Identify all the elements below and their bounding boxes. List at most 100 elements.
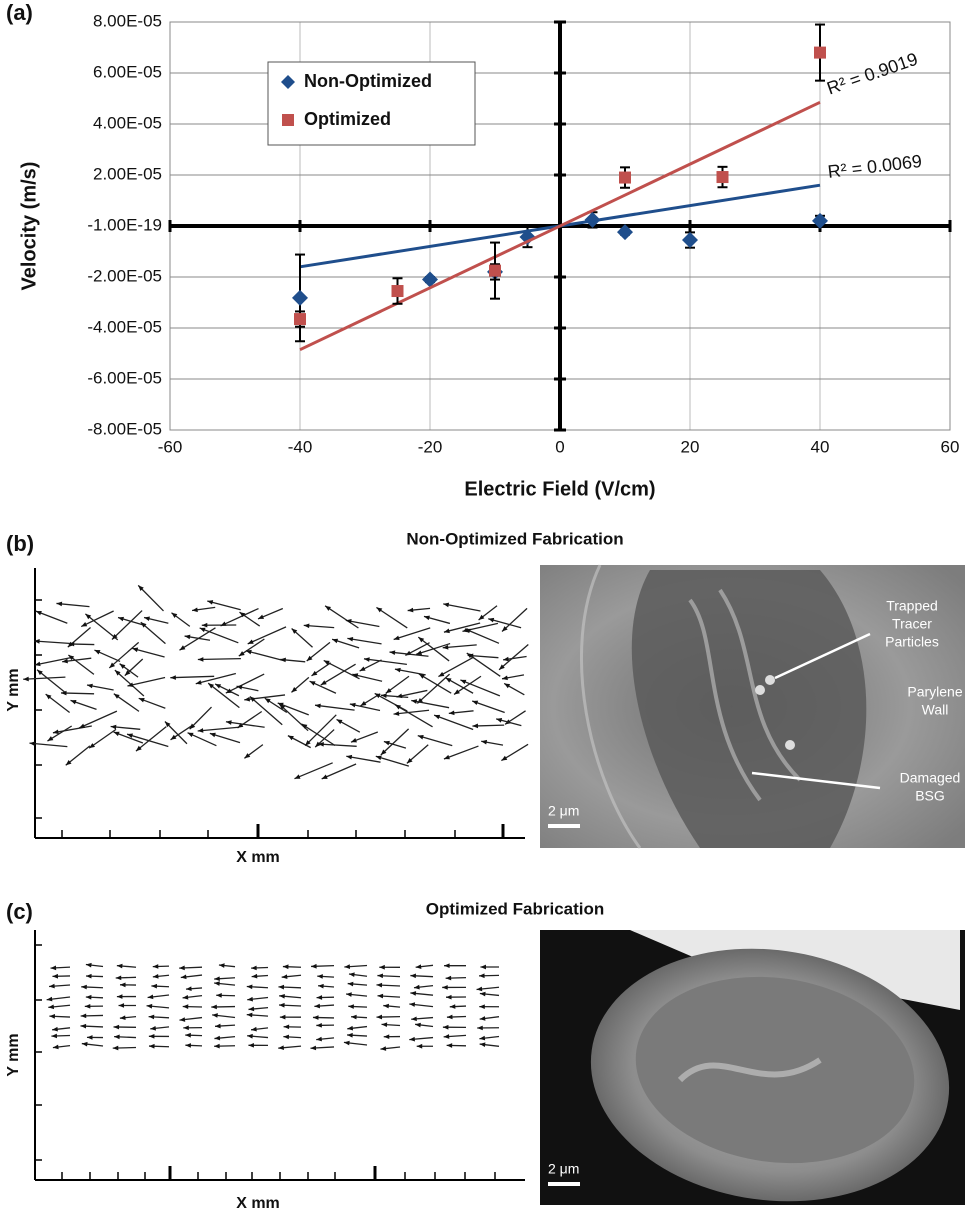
- vector-arrowhead: [448, 710, 455, 716]
- vector-arrowhead: [504, 683, 511, 689]
- vector-arrow: [488, 618, 522, 629]
- y-tick-label: 4.00E-05: [93, 113, 162, 132]
- vector-arrow: [314, 704, 355, 711]
- vector-arrowhead: [207, 600, 214, 605]
- vector-arrow: [347, 637, 382, 645]
- vector-arrow: [132, 647, 165, 658]
- vector-arrow: [179, 627, 216, 651]
- vector-arrowhead: [417, 734, 424, 740]
- data-point: [716, 171, 729, 184]
- vector-arrowhead: [85, 613, 92, 620]
- vector-arrowhead: [180, 974, 187, 980]
- vector-arrowhead: [111, 634, 118, 640]
- vector-arrow: [80, 610, 114, 628]
- legend-marker: [281, 75, 295, 89]
- y-tick-label: -8.00E-05: [87, 419, 162, 438]
- vector-arrowhead: [237, 722, 244, 728]
- vector-arrowhead: [379, 964, 385, 970]
- vector-arrowhead: [60, 690, 67, 696]
- vector-arrowhead: [347, 636, 354, 642]
- vector-arrowhead: [214, 976, 220, 982]
- vector-arrowhead: [68, 654, 75, 661]
- vector-arrowhead: [320, 680, 327, 686]
- vector-arrowhead: [184, 634, 191, 640]
- vector-arrowhead: [416, 1043, 423, 1049]
- vector-arrowhead: [316, 1023, 322, 1028]
- vector-arrowhead: [411, 699, 418, 704]
- vector-arrowhead: [245, 649, 252, 655]
- vector-arrowhead: [472, 723, 479, 729]
- vector-arrow: [29, 742, 68, 748]
- vector-arrowhead: [278, 984, 285, 990]
- vector-arrowhead: [244, 753, 251, 759]
- vector-arrowhead: [185, 986, 192, 992]
- vector-arrowhead: [80, 1013, 87, 1019]
- vector-arrowhead: [446, 1043, 453, 1048]
- vector-arrowhead: [443, 628, 450, 634]
- vector-arrowhead: [214, 981, 220, 986]
- data-point: [619, 171, 631, 184]
- sem-arrow: [774, 632, 871, 680]
- vector-arrowhead: [332, 638, 339, 644]
- vector-arrowhead: [385, 688, 392, 694]
- vector-arrowhead: [94, 650, 101, 655]
- vector-arrowhead: [291, 686, 298, 693]
- vector-arrowhead: [215, 1023, 221, 1029]
- vector-arrowhead: [147, 994, 154, 1000]
- x-axis-title: X mm: [236, 1195, 280, 1212]
- vector-arrow: [36, 669, 67, 694]
- vector-arrowhead: [34, 661, 41, 667]
- trend-label: R² = 0.0069: [827, 151, 923, 182]
- vector-arrowhead: [310, 1045, 317, 1051]
- vector-arrowhead: [46, 996, 53, 1002]
- vector-arrowhead: [52, 973, 59, 979]
- vector-arrowhead: [476, 986, 483, 992]
- vector-arrowhead: [37, 669, 43, 676]
- vector-arrowhead: [65, 759, 72, 766]
- vector-arrowhead: [47, 736, 54, 742]
- scale-bar-label: 2 μm: [548, 1161, 579, 1177]
- legend-label: Non-Optimized: [304, 71, 432, 91]
- vector-arrow: [23, 676, 66, 680]
- vector-arrow: [393, 627, 431, 641]
- vector-arrowhead: [315, 741, 321, 748]
- vector-arrow: [137, 584, 164, 612]
- panel-title: Optimized Fabrication: [426, 899, 605, 918]
- vector-arrow: [417, 636, 450, 662]
- vector-arrowhead: [279, 993, 285, 999]
- vector-arrowhead: [415, 1022, 421, 1028]
- vector-arrowhead: [443, 754, 450, 760]
- vector-arrowhead: [86, 683, 93, 689]
- sem-particle: [785, 740, 795, 750]
- vector-arrowhead: [236, 685, 243, 690]
- vector-arrow: [501, 607, 528, 633]
- vector-arrowhead: [150, 1025, 156, 1031]
- vector-arrowhead: [251, 965, 257, 971]
- panel-c: (c) Optimized Fabrication Y mm X mm 2 μm: [5, 899, 965, 1212]
- vector-arrow: [389, 651, 429, 657]
- vector-arrow: [199, 627, 239, 644]
- vector-arrow: [320, 663, 356, 686]
- vector-arrowhead: [311, 670, 318, 676]
- vector-arrowhead: [381, 693, 387, 699]
- vector-arrowhead: [81, 984, 87, 990]
- vector-arrow: [114, 669, 145, 697]
- sem-arrow: [751, 771, 881, 790]
- vector-arrowhead: [499, 664, 505, 670]
- vector-arrowhead: [346, 754, 353, 760]
- vector-arrowhead: [246, 1012, 253, 1018]
- vector-arrowhead: [140, 622, 147, 628]
- vector-arrowhead: [179, 1017, 186, 1022]
- legend-label: Optimized: [304, 109, 391, 129]
- vector-arrowhead: [345, 619, 352, 624]
- vector-arrow: [466, 652, 501, 677]
- vector-arrowhead: [280, 657, 286, 663]
- vector-arrowhead: [246, 984, 253, 990]
- vector-arrowhead: [209, 732, 216, 738]
- vector-arrowhead: [127, 733, 133, 738]
- vector-arrowhead: [323, 660, 330, 666]
- vector-arrowhead: [406, 757, 413, 764]
- vector-arrowhead: [374, 693, 381, 699]
- data-point: [617, 224, 633, 241]
- vector-arrowhead: [35, 610, 42, 616]
